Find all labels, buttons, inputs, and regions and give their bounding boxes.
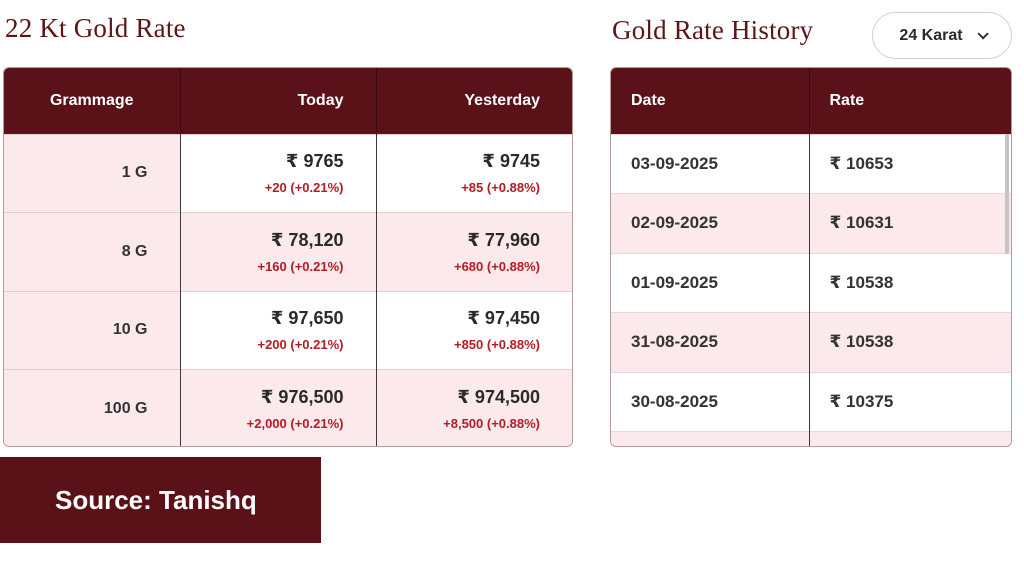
table-row: [611, 431, 1011, 446]
grammage-cell: 1 G: [4, 133, 181, 213]
history-date: 02-09-2025: [611, 193, 810, 253]
header-yesterday: Yesterday: [376, 68, 572, 134]
history-rate: ₹ 10538: [809, 252, 1011, 313]
chevron-down-icon: [977, 27, 989, 40]
gold-rate-table: Grammage Today Yesterday 1 G ₹ 9765 +20 …: [4, 68, 572, 446]
yesterday-cell: ₹ 77,960 +680 (+0.88%): [376, 212, 572, 291]
yesterday-change: +8,500 (+0.88%): [443, 416, 540, 431]
yesterday-change: +850 (+0.88%): [453, 337, 540, 353]
source-banner: Source: Tanishq: [0, 457, 321, 543]
table-header-row: Grammage Today Yesterday: [4, 68, 572, 134]
table-row: 01-09-2025 ₹ 10538: [611, 252, 1011, 313]
karat-select-value: 24 Karat: [899, 26, 963, 44]
table-row: 30-08-2025 ₹ 10375: [611, 371, 1011, 432]
source-text: Source: Tanishq: [55, 484, 257, 515]
table-row: 1 G ₹ 9765 +20 (+0.21%) ₹ 9745 +85 (+0.8…: [4, 133, 572, 213]
today-cell: ₹ 976,500 +2,000 (+0.21%): [180, 369, 377, 446]
rate-title: 22 Kt Gold Rate: [5, 13, 186, 43]
history-date: 31-08-2025: [611, 312, 810, 372]
gold-rate-history-table: Date Rate 03-09-2025 ₹ 10653 02-09-2025 …: [611, 68, 1011, 446]
history-rate: [809, 431, 1011, 446]
yesterday-price: ₹ 9745: [482, 151, 540, 172]
today-price: ₹ 976,500: [260, 387, 344, 407]
yesterday-change: +85 (+0.88%): [461, 180, 540, 196]
grammage-cell: 10 G: [4, 290, 181, 370]
yesterday-cell: ₹ 97,450 +850 (+0.88%): [376, 290, 572, 370]
header-date: Date: [611, 68, 810, 134]
header-rate: Rate: [809, 68, 1011, 134]
today-cell: ₹ 97,650 +200 (+0.21%): [180, 290, 377, 370]
history-date: 30-08-2025: [611, 371, 810, 432]
table-row: 100 G ₹ 976,500 +2,000 (+0.21%) ₹ 974,50…: [4, 369, 572, 446]
table-row: 10 G ₹ 97,650 +200 (+0.21%) ₹ 97,450 +85…: [4, 290, 572, 370]
today-cell: ₹ 78,120 +160 (+0.21%): [180, 212, 377, 291]
yesterday-price: ₹ 77,960: [467, 229, 540, 250]
table-row: 02-09-2025 ₹ 10631: [611, 193, 1011, 253]
yesterday-price: ₹ 974,500: [457, 387, 540, 407]
history-date: [611, 431, 810, 446]
today-price: ₹ 9765: [285, 151, 344, 172]
yesterday-cell: ₹ 9745 +85 (+0.88%): [376, 133, 572, 213]
header-grammage: Grammage: [4, 68, 181, 134]
karat-select[interactable]: 24 Karat: [872, 12, 1012, 59]
history-date: 01-09-2025: [611, 252, 810, 313]
today-cell: ₹ 9765 +20 (+0.21%): [180, 133, 377, 213]
today-price: ₹ 78,120: [270, 229, 344, 250]
history-scrollbar[interactable]: [1005, 134, 1009, 254]
history-rate: ₹ 10653: [809, 133, 1011, 194]
grammage-cell: 8 G: [4, 212, 181, 291]
table-row: 03-09-2025 ₹ 10653: [611, 133, 1011, 194]
history-title: Gold Rate History: [612, 15, 814, 45]
header-today: Today: [180, 68, 377, 134]
yesterday-cell: ₹ 974,500 +8,500 (+0.88%): [376, 369, 572, 446]
history-date: 03-09-2025: [611, 133, 810, 194]
gold-rate-table-card: Grammage Today Yesterday 1 G ₹ 9765 +20 …: [3, 67, 573, 447]
today-change: +160 (+0.21%): [257, 258, 344, 274]
today-price: ₹ 97,650: [270, 308, 344, 329]
history-rate: ₹ 10375: [809, 371, 1011, 432]
gold-rate-history-card[interactable]: Date Rate 03-09-2025 ₹ 10653 02-09-2025 …: [610, 67, 1012, 447]
today-change: +2,000 (+0.21%): [246, 416, 344, 431]
history-rate: ₹ 10538: [809, 312, 1011, 372]
yesterday-price: ₹ 97,450: [467, 308, 540, 329]
today-change: +200 (+0.21%): [257, 337, 344, 353]
history-rate: ₹ 10631: [809, 193, 1011, 253]
today-change: +20 (+0.21%): [264, 180, 344, 196]
table-header-row: Date Rate: [611, 68, 1011, 134]
grammage-cell: 100 G: [4, 369, 181, 446]
table-row: 8 G ₹ 78,120 +160 (+0.21%) ₹ 77,960 +680…: [4, 212, 572, 291]
table-row: 31-08-2025 ₹ 10538: [611, 312, 1011, 372]
yesterday-change: +680 (+0.88%): [453, 258, 540, 274]
